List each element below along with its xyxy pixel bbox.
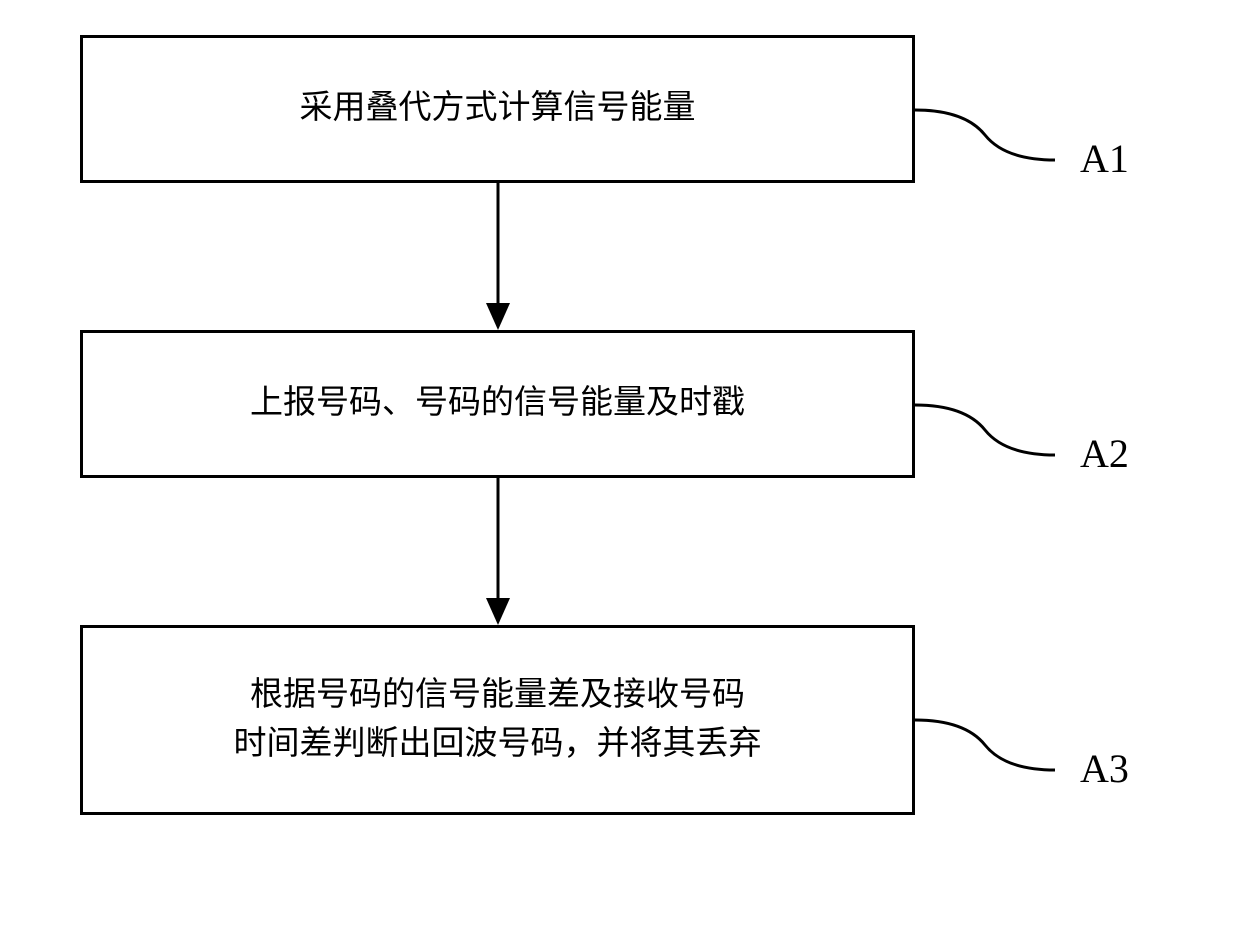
arrow-a2-a3 (80, 478, 915, 625)
node-a2-text: 上报号码、号码的信号能量及时戳 (250, 379, 745, 429)
label-a2: A2 (1080, 430, 1129, 477)
label-a3: A3 (1080, 745, 1129, 792)
node-a1-text: 采用叠代方式计算信号能量 (300, 84, 696, 134)
flowchart-node-a2: 上报号码、号码的信号能量及时戳 (80, 330, 915, 478)
node-a3-text: 根据号码的信号能量差及接收号码 时间差判断出回波号码，并将其丢弃 (234, 671, 762, 770)
arrow-down-icon (478, 478, 518, 625)
arrow-a1-a2 (80, 183, 915, 330)
flowchart-node-a3: 根据号码的信号能量差及接收号码 时间差判断出回波号码，并将其丢弃 (80, 625, 915, 815)
label-a1: A1 (1080, 135, 1129, 182)
node-a3-line1: 根据号码的信号能量差及接收号码 (234, 671, 762, 721)
node-a3-line2: 时间差判断出回波号码，并将其丢弃 (234, 720, 762, 770)
arrow-down-icon (478, 183, 518, 330)
flowchart-node-a1: 采用叠代方式计算信号能量 (80, 35, 915, 183)
